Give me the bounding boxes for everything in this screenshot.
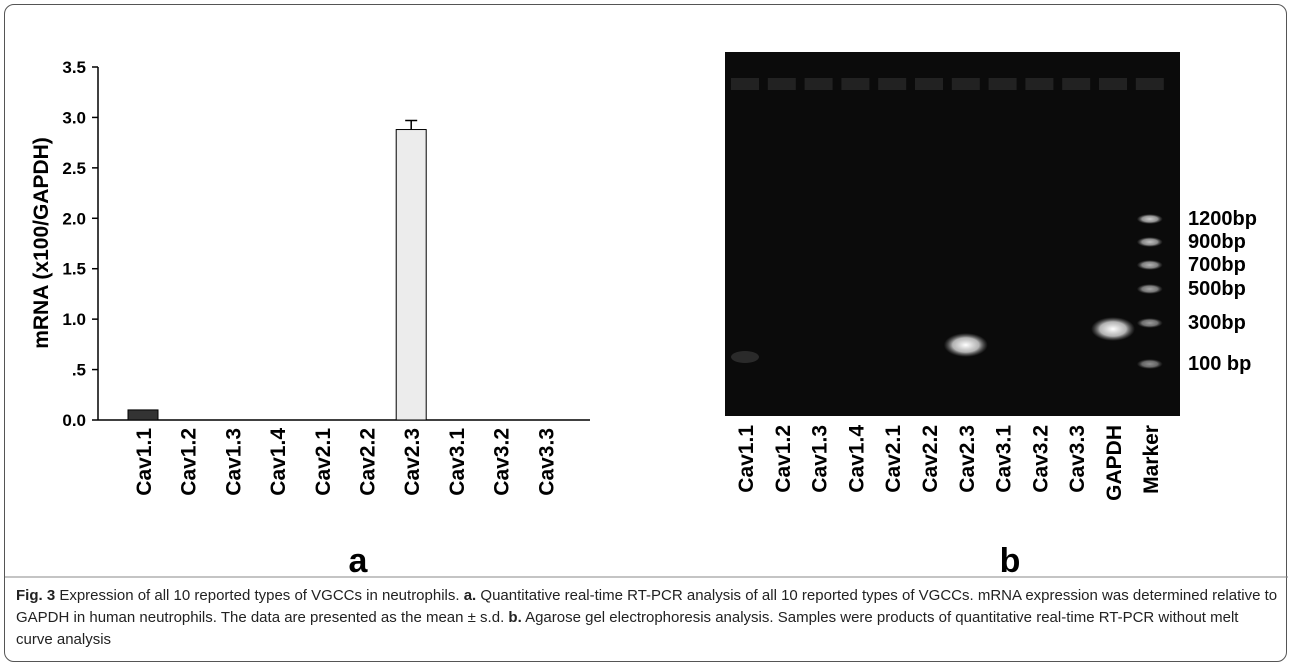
well <box>878 78 906 90</box>
bar <box>128 410 158 420</box>
caption-text: Expression of all 10 reported types of V… <box>55 587 464 604</box>
marker-band <box>1137 214 1163 224</box>
lane-label: Cav2.3 <box>956 425 979 493</box>
well <box>952 78 980 90</box>
well <box>841 78 869 90</box>
marker-label: 1200bp <box>1188 208 1257 230</box>
well <box>1099 78 1127 90</box>
band <box>1091 317 1135 341</box>
y-tick-label: 1.0 <box>62 310 86 329</box>
x-tick-label: Cav1.1 <box>133 428 156 496</box>
well <box>768 78 796 90</box>
lane-label: Cav2.2 <box>919 425 942 493</box>
marker-label: 500bp <box>1188 278 1246 300</box>
lane-label: Cav1.3 <box>809 425 832 493</box>
band <box>944 333 988 357</box>
bar <box>396 130 426 420</box>
lane-label: Cav3.2 <box>1029 425 1052 493</box>
y-axis-label: mRNA (x100/GAPDH) <box>30 137 53 349</box>
y-tick-label: 0.0 <box>62 411 86 430</box>
caption-text: Fig. 3 <box>16 587 55 604</box>
caption-text: b. <box>508 609 521 626</box>
lane-label: Cav3.1 <box>993 425 1016 493</box>
marker-label: 300bp <box>1188 312 1246 334</box>
y-tick-label: .5 <box>72 361 86 380</box>
well <box>805 78 833 90</box>
well <box>1136 78 1164 90</box>
x-tick-label: Cav3.1 <box>446 428 469 496</box>
x-tick-label: Cav1.2 <box>178 428 201 496</box>
lane-label: Cav2.1 <box>882 425 905 493</box>
lane-label: GAPDH <box>1103 425 1126 501</box>
lane-label: Cav3.3 <box>1066 425 1089 493</box>
panel-label: a <box>349 542 369 580</box>
marker-label: 100 bp <box>1188 353 1251 375</box>
caption-text: a. <box>464 587 477 604</box>
well <box>731 78 759 90</box>
marker-band <box>1137 359 1163 369</box>
well <box>989 78 1017 90</box>
y-tick-label: 2.0 <box>62 209 86 228</box>
x-tick-label: Cav3.2 <box>491 428 514 496</box>
well <box>1062 78 1090 90</box>
y-tick-label: 3.5 <box>62 58 86 77</box>
x-tick-label: Cav2.2 <box>357 428 380 496</box>
well <box>1025 78 1053 90</box>
marker-band <box>1137 318 1163 328</box>
y-tick-label: 1.5 <box>62 260 86 279</box>
y-tick-label: 2.5 <box>62 159 86 178</box>
panel-label: b <box>1000 542 1021 580</box>
chart: a b mRNA (x100/GAPDH) 0.0 .5 1.0 1.5 2.0 2.5 3… <box>0 0 1293 668</box>
marker-band <box>1137 260 1163 270</box>
x-tick-label: Cav1.3 <box>222 428 245 496</box>
x-tick-label: Cav1.4 <box>267 428 290 496</box>
gel-image <box>725 52 1180 416</box>
caption: Fig. 3 Expression of all 10 reported typ… <box>16 585 1278 651</box>
x-tick-label: Cav2.1 <box>312 428 335 496</box>
marker-label: 700bp <box>1188 254 1246 276</box>
y-tick-label: 3.0 <box>62 108 86 127</box>
lane-label: Marker <box>1140 425 1163 494</box>
lane-label: Cav1.1 <box>735 425 758 493</box>
marker-band <box>1137 237 1163 247</box>
lane-label: Cav1.2 <box>772 425 795 493</box>
band <box>731 351 759 363</box>
error-bar <box>405 120 417 129</box>
marker-band <box>1137 284 1163 294</box>
figure: a b mRNA (x100/GAPDH) 0.0 .5 1.0 1.5 2.0 2.5 3… <box>0 0 1293 668</box>
x-tick-label: Cav2.3 <box>401 428 424 496</box>
x-tick-label: Cav3.3 <box>535 428 558 496</box>
well <box>915 78 943 90</box>
marker-label: 900bp <box>1188 231 1246 253</box>
lane-label: Cav1.4 <box>845 425 868 493</box>
